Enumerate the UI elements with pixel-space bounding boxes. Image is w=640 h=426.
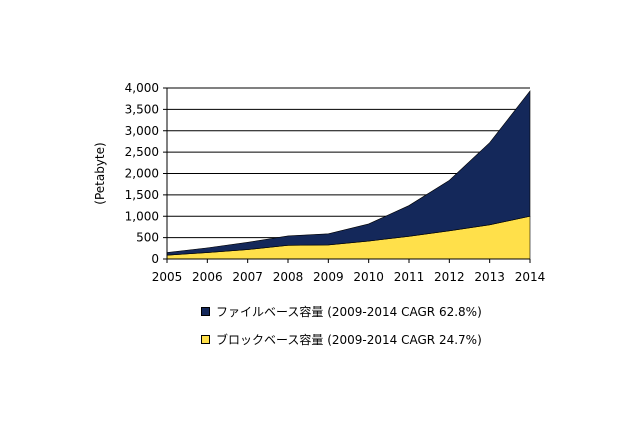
x-tick-label: 2012 — [434, 270, 465, 284]
axis-layer: 0 500 1,000 1,500 2,000 2,500 3,000 3,500 4,000 2… — [125, 81, 546, 284]
legend-label-block: ブロックベース容量 (2009-2014 CAGR 24.7%) — [216, 333, 482, 347]
y-tick-label: 4,000 — [125, 81, 159, 95]
y-tick-label: 2,500 — [125, 145, 159, 159]
x-tick-label: 2011 — [394, 270, 425, 284]
x-tick-label: 2009 — [313, 270, 344, 284]
x-tick-label: 2014 — [515, 270, 546, 284]
x-tick-label: 2006 — [192, 270, 223, 284]
x-tick-label: 2007 — [232, 270, 263, 284]
y-tick-label: 1,000 — [125, 209, 159, 223]
x-tick-label: 2010 — [353, 270, 384, 284]
area-series-file — [166, 90, 531, 256]
area-layer — [166, 90, 531, 260]
legend-item-block: ブロックベース容量 (2009-2014 CAGR 24.7%) — [201, 331, 482, 348]
y-tick-label: 2,000 — [125, 167, 159, 181]
legend-label-file: ファイルベース容量 (2009-2014 CAGR 62.8%) — [216, 305, 482, 319]
legend-swatch-block — [201, 335, 210, 344]
grid-layer — [167, 87, 530, 239]
y-tick-label: 3,500 — [125, 102, 159, 116]
y-tick-label: 1,500 — [125, 188, 159, 202]
legend-swatch-file — [201, 307, 210, 316]
y-tick-label: 3,000 — [125, 124, 159, 138]
y-tick-label: 500 — [136, 231, 159, 245]
legend-item-file: ファイルベース容量 (2009-2014 CAGR 62.8%) — [201, 303, 482, 320]
y-tick-label: 0 — [151, 252, 159, 266]
x-tick-label: 2008 — [273, 270, 304, 284]
y-axis-label: (Petabyte) — [93, 142, 107, 204]
x-tick-label: 2013 — [474, 270, 505, 284]
x-tick-label: 2005 — [152, 270, 183, 284]
